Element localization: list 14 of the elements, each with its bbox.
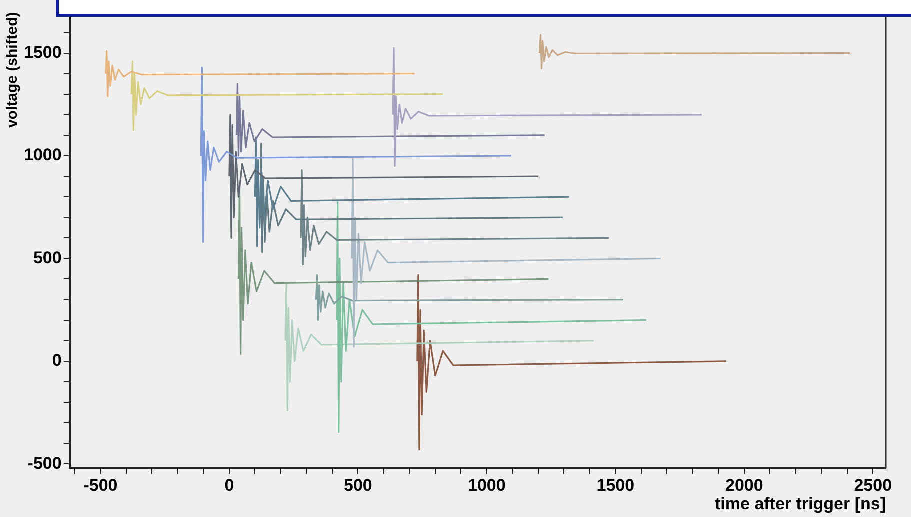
x-tick-label: 1500 [596, 476, 635, 496]
y-tick-label: -500 [28, 454, 62, 473]
x-tick-label: 500 [344, 476, 372, 496]
y-axis-title: voltage (shifted) [4, 12, 22, 128]
x-axis-title: time after trigger [ns] [715, 494, 886, 514]
x-tick-label: 2000 [725, 476, 764, 496]
x-tick-label: 2500 [854, 476, 892, 496]
y-tick-label: 1500 [24, 42, 62, 62]
x-tick-label: 0 [224, 476, 234, 496]
x-tick-label: -500 [84, 476, 118, 496]
y-tick-label: 0 [52, 351, 62, 370]
y-tick-label: 500 [33, 248, 62, 268]
x-tick-label: 1000 [468, 476, 506, 496]
y-tick-label: 1000 [24, 146, 62, 165]
